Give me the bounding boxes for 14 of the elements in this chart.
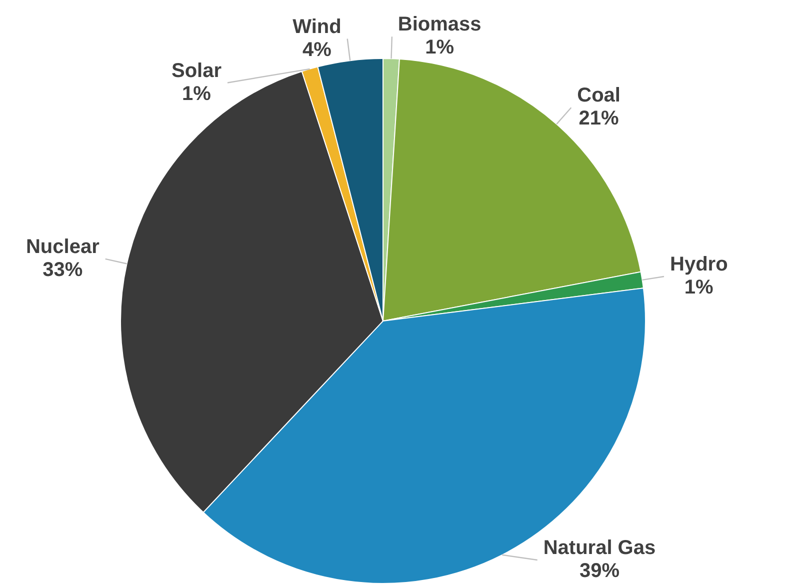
slice-label: Solar [171,60,222,82]
slice-label: Hydro [670,254,728,276]
data-label: 1% [182,82,212,105]
slice-label: Nuclear [26,236,100,258]
slice-label: Biomass [398,14,482,36]
slice-label: Coal [577,84,620,107]
data-label: 21% [578,108,620,130]
data-label: 1% [684,276,714,299]
data-label: 39% [579,560,620,582]
data-label: 33% [42,258,83,281]
slice-label: Natural Gas [543,537,656,560]
slice-label: Wind [292,16,342,38]
data-label: 4% [302,38,332,61]
data-label: 1% [425,36,454,59]
